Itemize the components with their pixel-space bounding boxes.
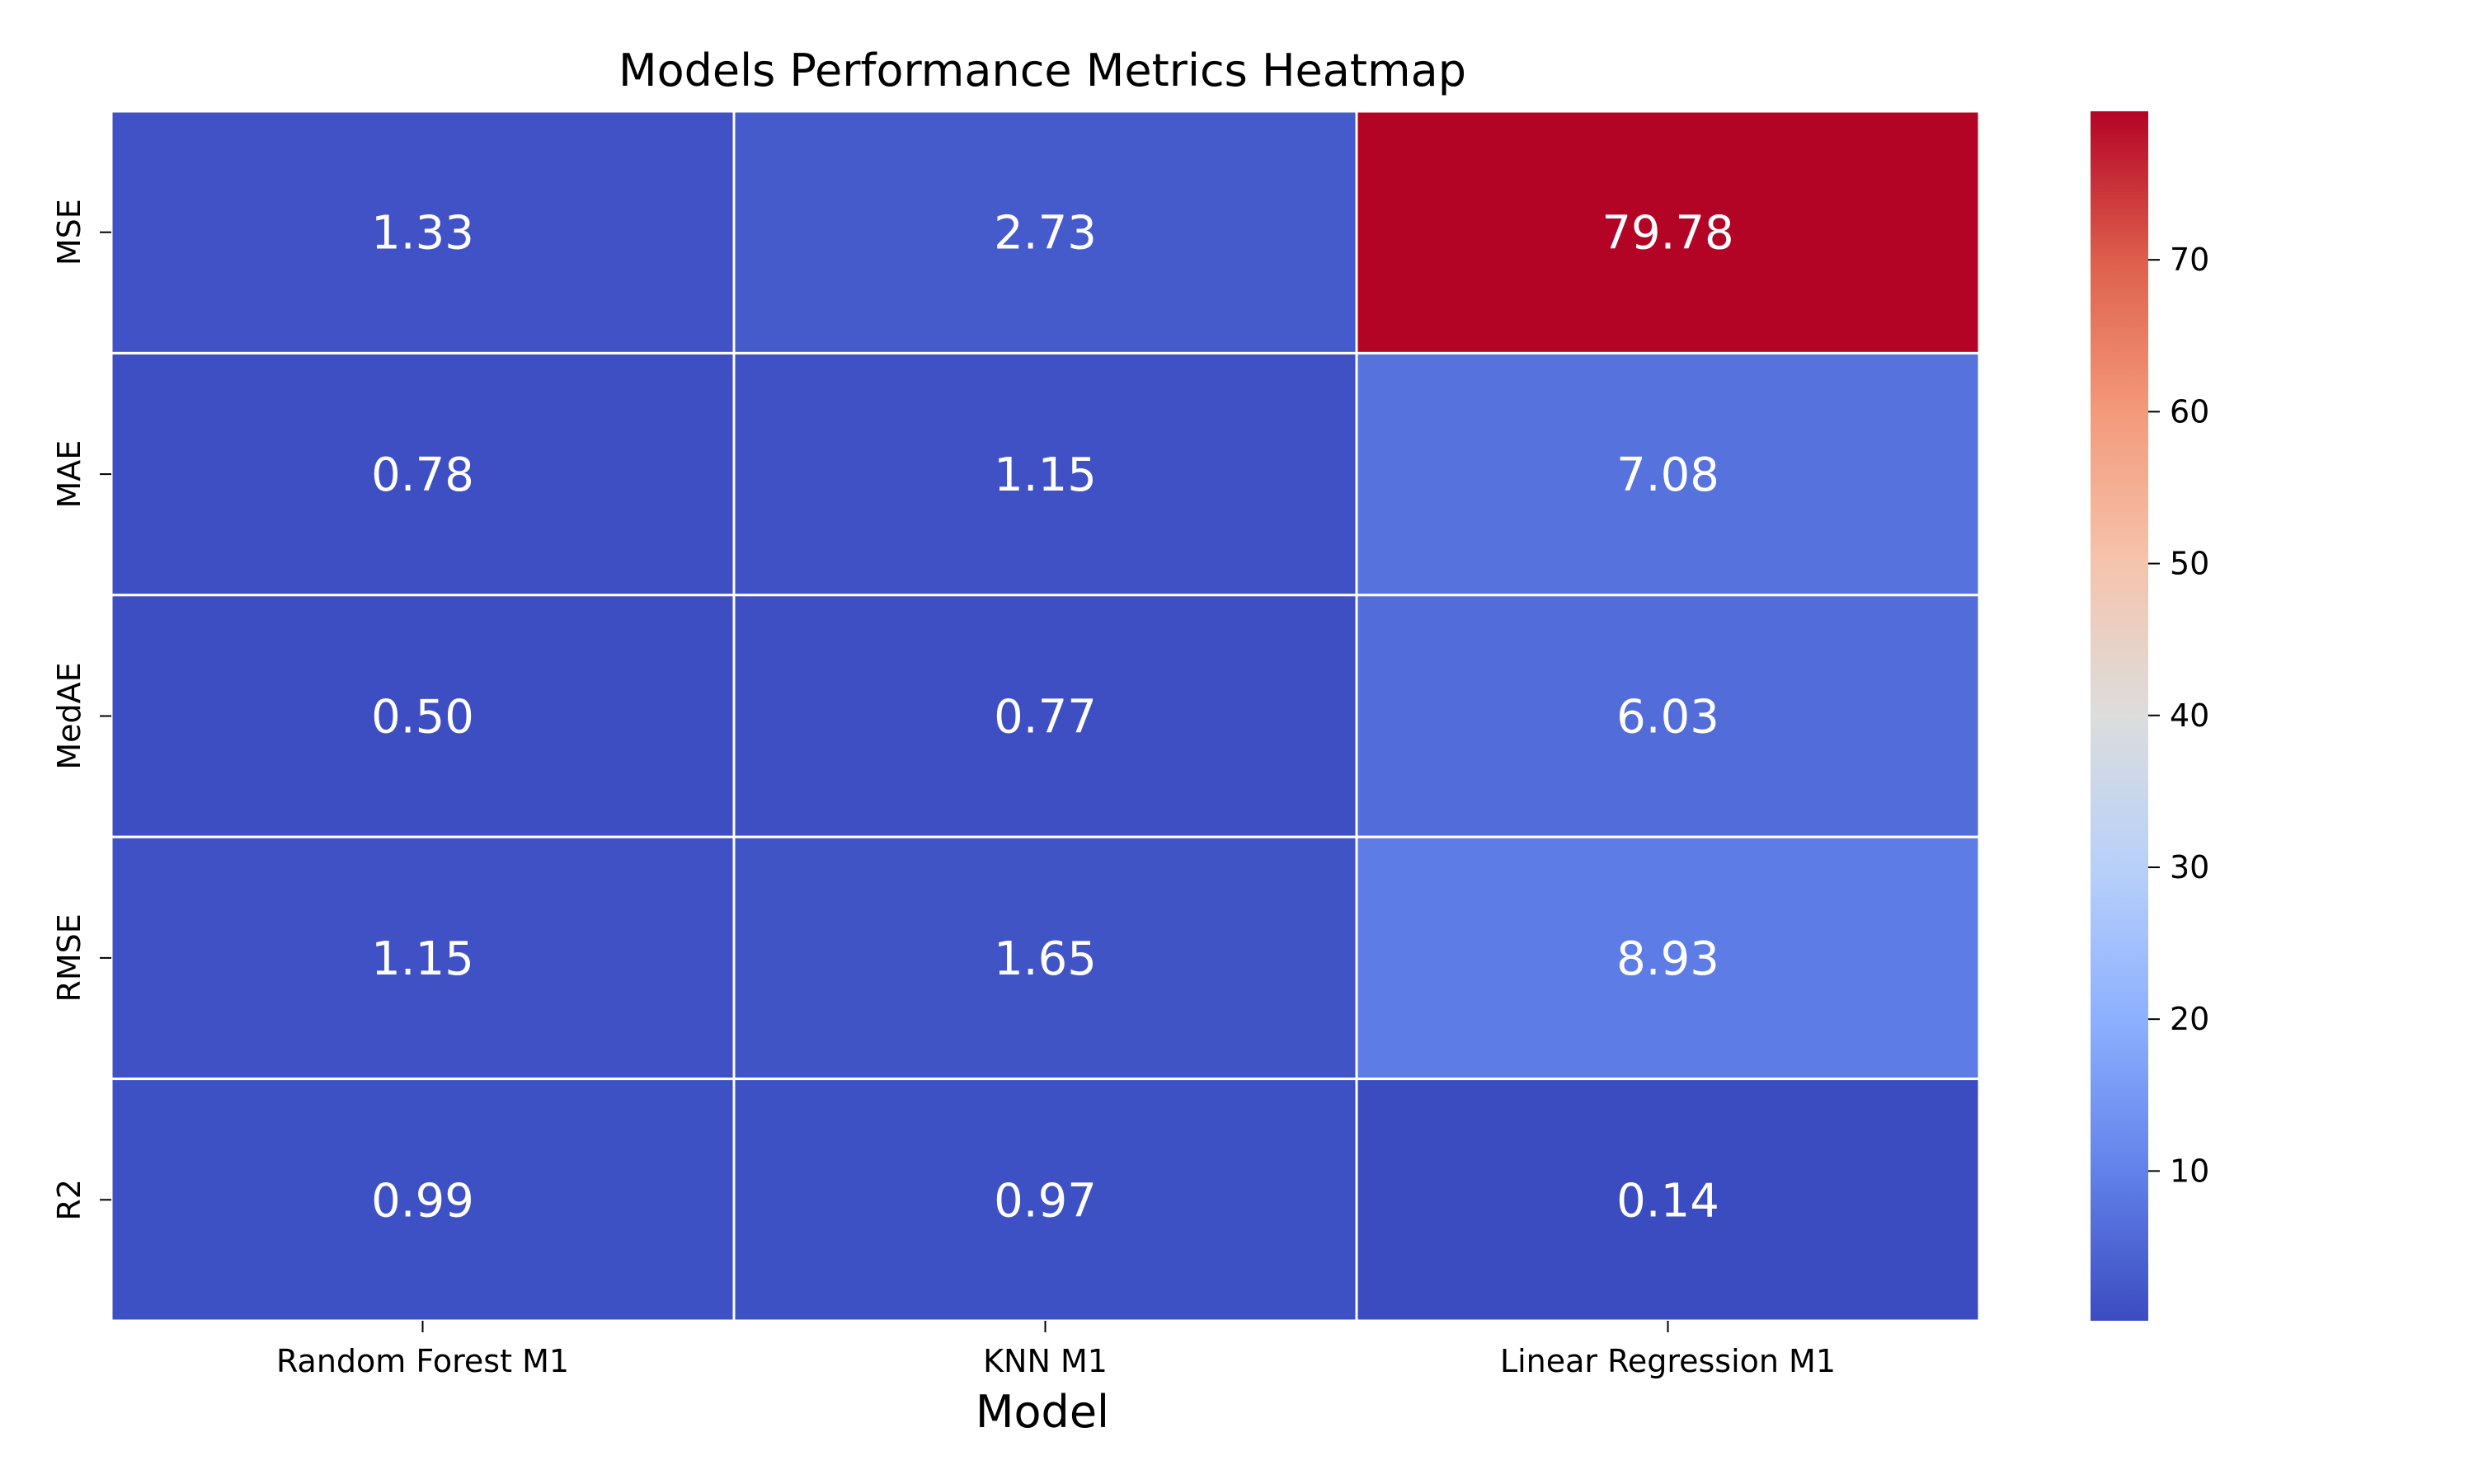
cell-value-label: 1.65: [994, 932, 1097, 986]
x-axis: Random Forest M1 KNN M1 Linear Regression …: [276, 1321, 1836, 1379]
colorbar-gradient: [2091, 111, 2148, 1321]
cell-value-label: 0.14: [1616, 1174, 1719, 1228]
cell-value-label: 0.77: [994, 691, 1097, 744]
cell-value-label: 6.03: [1616, 691, 1719, 744]
heatmap-cell: [732, 1078, 1358, 1322]
y-tick-label: MedAE: [51, 662, 87, 769]
y-tick-label: MAE: [51, 440, 87, 509]
y-tick-label: RMSE: [51, 913, 87, 1002]
colorbar-tick-label: 60: [2170, 393, 2209, 430]
y-tick-label: R2: [51, 1179, 87, 1221]
heatmap-cell: [1355, 835, 1981, 1081]
cell-value-label: 0.78: [371, 448, 474, 502]
colorbar: 10 20 30 40 50 60 70: [2091, 111, 2209, 1321]
x-tick-label: Linear Regression M1: [1500, 1343, 1836, 1379]
colorbar-tick-label: 30: [2170, 849, 2209, 885]
colorbar-tick-label: 40: [2170, 697, 2209, 734]
heatmap-cell: [732, 594, 1358, 838]
colorbar-tick-label: 20: [2170, 1001, 2209, 1037]
heatmap-cell: [110, 351, 736, 597]
heatmap-cell: [1355, 1078, 1981, 1322]
heatmap-cell: [110, 1078, 736, 1322]
x-tick-label: Random Forest M1: [276, 1343, 569, 1379]
cell-value-label: 79.78: [1602, 207, 1733, 261]
heatmap-cell-labels: 1.33 2.73 79.78 0.78 1.15 7.08 0.50 0.77 6.03 1.1…: [371, 207, 1734, 1228]
colorbar-ticks: 10 20 30 40 50 60 70: [2148, 242, 2209, 1189]
cell-value-label: 1.15: [371, 932, 474, 986]
heatmap-cell: [732, 351, 1358, 597]
heatmap-cells: [110, 110, 1981, 1322]
heatmap-cell: [1355, 351, 1981, 597]
cell-value-label: 1.33: [371, 207, 474, 261]
chart-title: Models Performance Metrics Heatmap: [618, 45, 1466, 96]
heatmap-cell: [732, 110, 1358, 355]
cell-value-label: 7.08: [1616, 448, 1719, 502]
colorbar-tick-label: 10: [2170, 1153, 2209, 1189]
y-axis: MSE MAE MedAE RMSE R2: [51, 199, 111, 1221]
y-tick-label: MSE: [51, 199, 87, 265]
cell-value-label: 1.15: [994, 448, 1097, 502]
cell-value-label: 0.97: [994, 1174, 1097, 1228]
colorbar-tick-label: 70: [2170, 242, 2209, 278]
heatmap-cell: [1355, 110, 1981, 355]
x-tick-label: KNN M1: [983, 1343, 1108, 1379]
x-axis-label: Model: [976, 1386, 1109, 1438]
cell-value-label: 0.50: [371, 691, 474, 744]
cell-value-label: 0.99: [371, 1174, 474, 1228]
heatmap-cell: [110, 835, 736, 1081]
cell-value-label: 8.93: [1616, 932, 1719, 986]
heatmap-cell: [110, 110, 736, 355]
cell-value-label: 2.73: [994, 207, 1097, 261]
colorbar-tick-label: 50: [2170, 546, 2209, 582]
